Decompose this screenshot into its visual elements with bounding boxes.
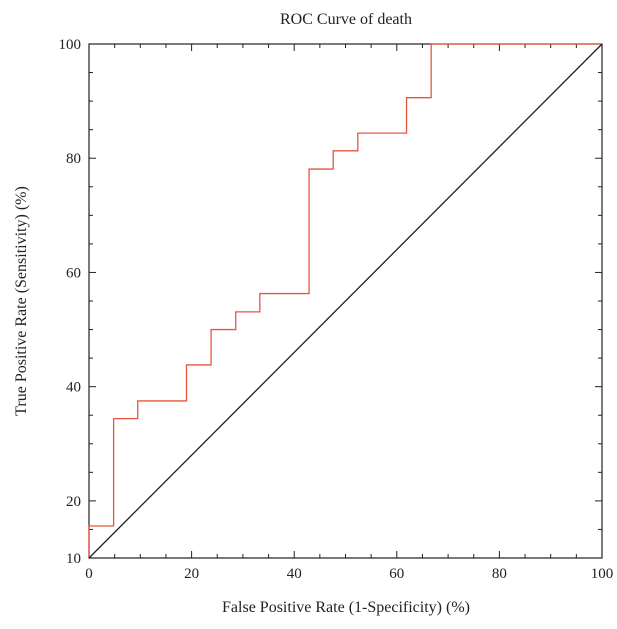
- x-tick-label: 20: [184, 566, 199, 582]
- y-tick-label: 80: [66, 151, 81, 167]
- x-tick-label: 100: [591, 566, 614, 582]
- series-group: [88, 43, 603, 559]
- chart-title: ROC Curve of death: [280, 11, 412, 28]
- x-tick-label: 40: [287, 566, 302, 582]
- y-tick-labels: 10 20 40 60 80 100: [59, 37, 82, 567]
- x-tick-label: 0: [85, 566, 93, 582]
- x-axis-label: False Positive Rate (1-Specificity) (%): [222, 599, 470, 616]
- y-tick-label: 40: [66, 380, 81, 396]
- x-tick-label: 80: [492, 566, 507, 582]
- axis-ticks: [88, 43, 603, 559]
- x-tick-label: 60: [389, 566, 404, 582]
- y-tick-label: 20: [66, 494, 81, 510]
- roc-curve-line: [88, 43, 602, 558]
- x-tick-labels: 0 20 40 60 80 100: [85, 566, 613, 582]
- y-axis-label: True Positive Rate (Sensitivity) (%): [13, 186, 30, 416]
- y-tick-label: 100: [59, 37, 82, 53]
- y-tick-label: 60: [66, 265, 81, 281]
- reference-diagonal-line: [88, 43, 603, 559]
- y-tick-label: 10: [66, 551, 81, 567]
